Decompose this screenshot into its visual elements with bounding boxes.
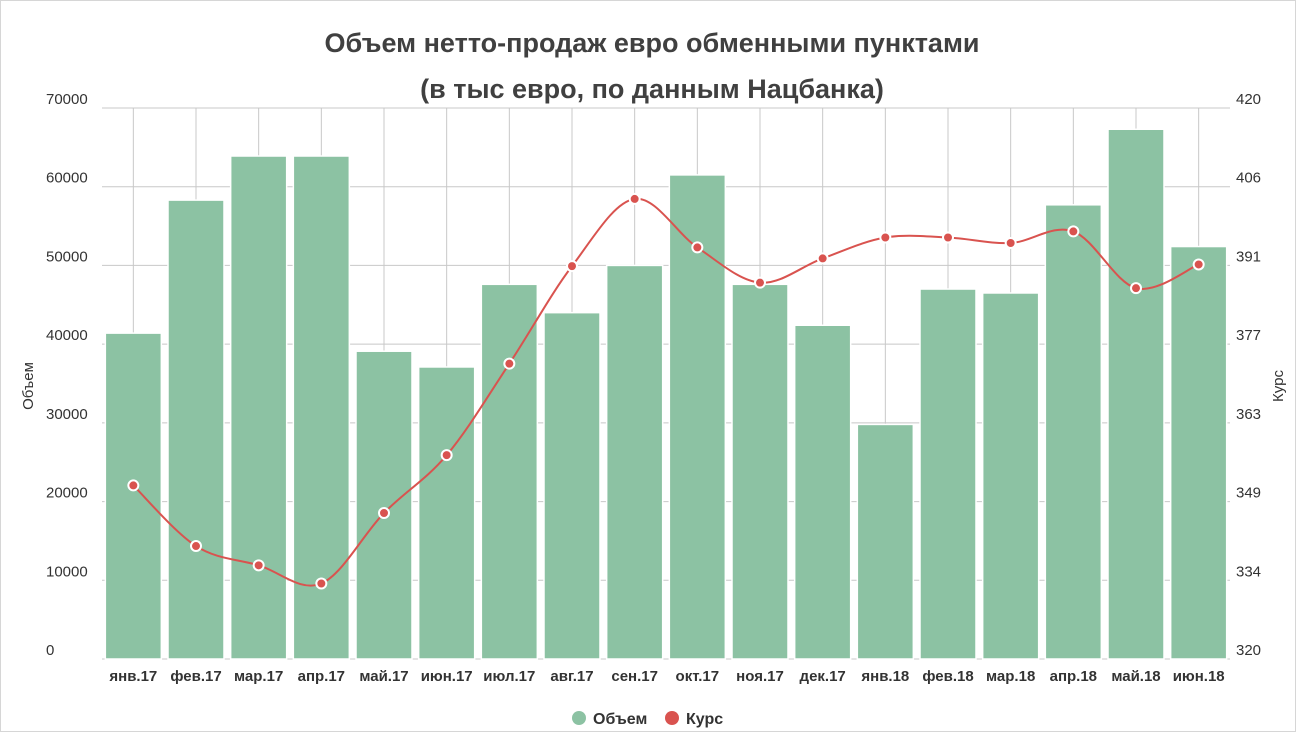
- line-series: [127, 192, 1205, 590]
- rate-point-ноя.17[interactable]: [754, 276, 766, 289]
- x-tick-label: июл.17: [483, 668, 535, 685]
- x-tick-label: янв.18: [861, 668, 909, 685]
- y2-tick-label: 334: [1236, 563, 1261, 580]
- rate-point-апр.18[interactable]: [1067, 225, 1080, 238]
- rate-point-июн.17[interactable]: [440, 449, 453, 462]
- rate-point-июл.17[interactable]: [503, 357, 516, 370]
- x-tick-label: сен.17: [611, 668, 658, 685]
- bar-сен.17[interactable]: [605, 264, 664, 660]
- rate-point-сен.17[interactable]: [628, 192, 641, 205]
- rate-point-фев.18[interactable]: [942, 231, 954, 244]
- bar-янв.17[interactable]: [104, 332, 163, 660]
- rate-point-янв.18[interactable]: [879, 231, 892, 244]
- bar-авг.17[interactable]: [543, 311, 601, 660]
- bar-янв.18[interactable]: [856, 423, 915, 660]
- x-tick-label: апр.18: [1050, 668, 1097, 685]
- bar-июн.17[interactable]: [417, 366, 476, 660]
- x-tick-label: ноя.17: [736, 668, 784, 685]
- y2-tick-label: 420: [1236, 91, 1261, 108]
- x-tick-label: июн.17: [421, 668, 473, 685]
- legend-item-volume[interactable]: Объем: [572, 711, 647, 728]
- x-tick-label: янв.17: [109, 668, 157, 685]
- x-tick-label: июн.18: [1173, 668, 1225, 685]
- x-tick-label: май.17: [359, 668, 408, 685]
- x-tick-label: окт.17: [676, 668, 720, 685]
- rate-point-май.18[interactable]: [1130, 282, 1142, 295]
- y-axis-label: Объем: [20, 362, 37, 410]
- legend-item-rate[interactable]: Курс: [665, 711, 723, 728]
- y2-tick-label: 363: [1236, 406, 1261, 423]
- bar-апр.18[interactable]: [1044, 204, 1103, 660]
- y-tick-label: 40000: [46, 327, 88, 344]
- chart-title-line-1: Объем нетто-продаж евро обменными пункта…: [324, 28, 979, 58]
- x-tick-label: фев.18: [922, 668, 973, 685]
- y-tick-label: 0: [46, 642, 54, 659]
- y-tick-label: 60000: [46, 170, 88, 187]
- bar-окт.17[interactable]: [668, 174, 727, 660]
- rate-point-апр.17[interactable]: [315, 577, 328, 590]
- legend-marker-rate: [665, 711, 679, 725]
- legend-label-volume: Объем: [593, 711, 647, 728]
- y-tick-label: 50000: [46, 248, 88, 265]
- y-tick-label: 20000: [46, 485, 88, 502]
- y-tick-label: 70000: [46, 91, 88, 108]
- bar-series: [104, 128, 1228, 660]
- bar-май.18[interactable]: [1107, 128, 1165, 660]
- legend-marker-volume: [572, 711, 586, 725]
- bar-июн.18[interactable]: [1169, 245, 1228, 660]
- y-tick-label: 10000: [46, 563, 88, 580]
- y-tick-label: 30000: [46, 406, 88, 423]
- rate-point-июн.18[interactable]: [1192, 258, 1205, 271]
- legend: Объем Курс: [572, 711, 723, 728]
- x-tick-label: мар.18: [986, 668, 1035, 685]
- x-tick-label: апр.17: [298, 668, 345, 685]
- y2-tick-label: 349: [1236, 485, 1261, 502]
- y2-tick-label: 406: [1236, 170, 1261, 187]
- rate-point-окт.17[interactable]: [691, 241, 704, 254]
- rate-point-май.17[interactable]: [378, 506, 390, 519]
- bar-мар.18[interactable]: [981, 292, 1040, 660]
- rate-point-мар.18[interactable]: [1004, 236, 1017, 249]
- right-axis-ticks: 420 406 391 377 363 349 334 320: [1236, 91, 1261, 659]
- bar-апр.17[interactable]: [292, 155, 351, 660]
- left-axis-ticks: 70000 60000 50000 40000 30000 20000 10000 0: [46, 91, 88, 659]
- x-tick-label: фев.17: [170, 668, 221, 685]
- y2-axis-label: Курс: [1270, 370, 1287, 402]
- bar-май.17[interactable]: [355, 350, 413, 660]
- bar-июл.17[interactable]: [480, 283, 539, 660]
- bar-фев.17[interactable]: [167, 199, 225, 660]
- rate-point-янв.17[interactable]: [127, 479, 140, 492]
- bar-мар.17[interactable]: [229, 155, 288, 660]
- x-axis-ticks: янв.17 фев.17 мар.17 апр.17 май.17 июн.17 июл.…: [109, 668, 1224, 685]
- rate-point-фев.17[interactable]: [190, 540, 202, 553]
- x-tick-label: авг.17: [550, 668, 593, 685]
- y2-tick-label: 377: [1236, 327, 1261, 344]
- bar-фев.18[interactable]: [919, 288, 977, 660]
- rate-point-дек.17[interactable]: [816, 252, 829, 265]
- rate-point-мар.17[interactable]: [252, 559, 265, 572]
- y2-tick-label: 320: [1236, 642, 1261, 659]
- y2-tick-label: 391: [1236, 248, 1261, 265]
- legend-label-rate: Курс: [686, 711, 723, 728]
- bar-дек.17[interactable]: [793, 324, 852, 660]
- x-tick-label: мар.17: [234, 668, 283, 685]
- chart-title-line-2: (в тыс евро, по данным Нацбанка): [420, 74, 884, 104]
- x-tick-label: май.18: [1111, 668, 1160, 685]
- x-tick-label: дек.17: [800, 668, 846, 685]
- bar-ноя.17[interactable]: [731, 283, 789, 660]
- rate-point-авг.17[interactable]: [566, 260, 578, 273]
